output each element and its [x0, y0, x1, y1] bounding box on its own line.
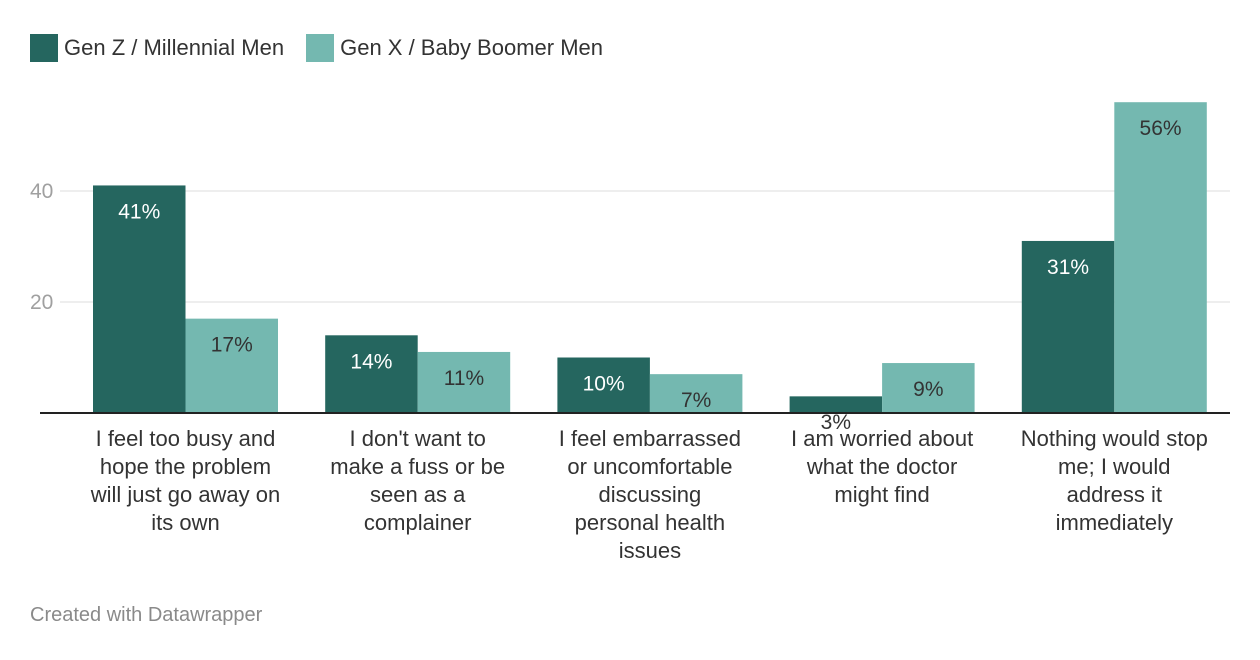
x-category-label: address it [1067, 482, 1162, 507]
bar [417, 351, 511, 413]
bar-value-label: 14% [350, 350, 392, 373]
x-category-label: I am worried about [791, 426, 973, 451]
bar [185, 318, 278, 413]
legend-label-series1: Gen Z / Millennial Men [64, 35, 285, 60]
x-category-label: discussing [599, 482, 702, 507]
bar-value-label: 7% [681, 389, 711, 412]
bar [1114, 102, 1207, 413]
x-category-label: I feel embarrassed [559, 426, 741, 451]
legend-item-series2: Gen X / Baby Boomer Men [306, 34, 603, 62]
legend-item-series1: Gen Z / Millennial Men [30, 34, 284, 62]
legend-swatch-series1 [30, 34, 58, 62]
x-category-label: what the doctor [806, 454, 957, 479]
bar [1021, 240, 1115, 413]
x-category-label: its own [151, 510, 219, 535]
x-category-label: me; I would [1058, 454, 1171, 479]
y-tick-label: 20 [30, 291, 53, 314]
x-category-label: complainer [364, 510, 472, 535]
x-category-label: immediately [1056, 510, 1173, 535]
legend: Gen Z / Millennial Men Gen X / Baby Boom… [30, 34, 625, 62]
x-category-label: hope the problem [100, 454, 271, 479]
x-category-label: Nothing would stop [1021, 426, 1208, 451]
x-category-label: I feel too busy and [96, 426, 276, 451]
bar [557, 357, 650, 413]
x-category-label: issues [619, 538, 681, 563]
bar [325, 335, 418, 413]
bar [789, 396, 883, 413]
x-category-label: seen as a [370, 482, 466, 507]
footer-credit: Created with Datawrapper [30, 604, 263, 626]
bar [649, 374, 743, 413]
legend-label-series2: Gen X / Baby Boomer Men [340, 35, 603, 60]
bar-value-label: 11% [444, 367, 484, 390]
bar [93, 185, 186, 413]
x-category-label: make a fuss or be [330, 454, 505, 479]
bar-value-label: 17% [211, 334, 253, 357]
x-category-label: will just go away on [90, 482, 281, 507]
x-category-label: or uncomfortable [567, 454, 732, 479]
bar [882, 363, 975, 413]
bar-value-label: 9% [913, 378, 943, 401]
x-category-label: might find [834, 482, 929, 507]
legend-swatch-series2 [306, 34, 335, 62]
y-tick-label: 40 [30, 180, 53, 203]
x-category-label: personal health [575, 510, 725, 535]
bar-value-label: 31% [1047, 256, 1089, 279]
bar-value-label: 56% [1140, 117, 1182, 140]
bar-value-label: 41% [118, 200, 160, 223]
x-category-label: I don't want to [350, 426, 486, 451]
bar-value-label: 10% [583, 373, 625, 396]
